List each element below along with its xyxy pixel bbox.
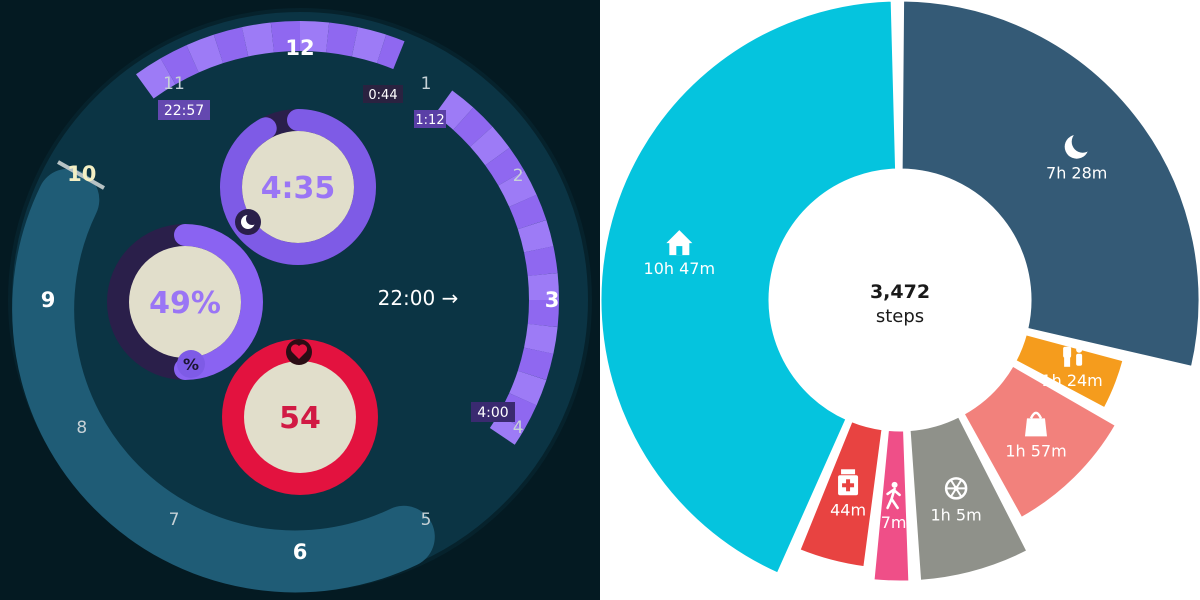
sleep-band-segment [241,22,275,57]
hour-numeral-7: 7 [169,510,180,530]
donut-segment-label: 7h 28m [1046,164,1107,183]
donut-segment-shopping-bag[interactable]: 1h 57m [961,363,1119,521]
donut-segment-wheel[interactable]: 1h 5m [907,414,1030,583]
percent-badge: % [183,355,199,374]
sleep-band-segment [517,219,554,253]
hour-numeral-9: 9 [41,288,56,312]
hour-numeral-11: 11 [163,74,185,94]
sleep-band-segment [160,45,199,85]
family-icon [1063,338,1083,367]
sleep-band-segment [509,370,547,406]
battery-progress-ring [174,224,263,380]
donut-segment-label: 7m [881,513,907,532]
hour-numeral-10: 10 [67,162,96,186]
battery-complication[interactable]: 49% % [107,224,263,380]
activity-arc [12,168,435,593]
sleep-band-segment [523,246,558,277]
donut-slice [907,414,1030,583]
hour-numeral-12: 12 [285,36,314,60]
sleep-band-segment [517,347,554,381]
sleep-band-segment [523,323,558,354]
donut-slice [961,363,1119,521]
tag-start-text: 22:57 [164,103,204,119]
sleep-band-segment [434,90,474,130]
shopping-bag-icon [1024,411,1047,437]
sleep-band-segment [351,27,387,64]
activity-donut-panel: 10h 47m 44m 7m 1h 5m 1h 57m 1h 24m 7h 28m 3,47… [600,0,1200,600]
tag-start: 22:57 [158,100,210,120]
tag-end-text: 4:00 [477,405,508,421]
sleep-band-segment [453,107,493,147]
heart-icon [286,339,312,365]
tag-t1: 1:12 [414,110,446,128]
sleep-band-segment [498,170,537,208]
tag-mid-text: 0:44 [368,88,397,103]
donut-slice [1013,332,1126,411]
sleep-progress-ring [220,109,376,265]
donut-slice [899,0,1200,369]
sleep-band-segment [489,414,525,445]
sleep-band-segment [325,22,359,57]
hour-numeral-3: 3 [545,288,560,312]
hour-numeral-4: 4 [513,418,524,438]
donut-slice [600,0,899,576]
sleep-band-segment [136,58,176,99]
sleep-value: 4:35 [261,171,336,206]
sleep-band-segment [270,20,301,53]
walking-icon [886,481,901,510]
donut-slice [871,427,912,584]
hour-numeral-1: 1 [421,74,432,94]
activity-donut-chart: 10h 47m 44m 7m 1h 5m 1h 57m 1h 24m 7h 28m 3,47… [600,0,1200,584]
hour-numeral-6: 6 [293,540,308,564]
hour-numeral-2: 2 [513,166,524,186]
sleep-band-segment [527,299,560,328]
wheel-icon [944,477,968,500]
sleep-band-segment [213,27,249,64]
donut-segment-label: 1h 5m [931,505,982,524]
sleep-band-segment [186,34,224,73]
steps-count: 3,472 [870,281,930,303]
heart-complication[interactable]: 54 [222,339,378,495]
sleep-band [136,20,560,445]
sleep-band-segment [299,20,330,53]
watch-panel: 12 1 2 3 4 5 6 7 8 9 10 11 22:57 0:44 1:12 4:00 22:… [0,0,600,600]
donut-segment-label: 1h 57m [1005,441,1066,460]
sleep-band-segment [509,194,547,230]
sleep-complication[interactable]: 4:35 [220,109,376,265]
center-time: 22:00 → [378,286,459,310]
start-tick [57,160,105,190]
medicine-icon [838,469,859,496]
sleep-band-segment [470,126,510,166]
donut-segment-label: 10h 47m [644,259,716,278]
moon-icon [235,209,261,235]
steps-label: steps [876,306,924,327]
home-icon [666,230,693,256]
hour-numeral-8: 8 [76,418,87,438]
tag-mid: 0:44 [363,85,403,103]
donut-segment-family[interactable]: 1h 24m [1013,332,1126,411]
donut-segment-walking[interactable]: 7m [871,427,912,584]
hour-numeral-5: 5 [421,510,432,530]
sleep-band-segment [485,147,525,186]
battery-value: 49% [149,286,221,321]
donut-segment-moon[interactable]: 7h 28m [899,0,1200,369]
tag-t1-text: 1:12 [415,113,444,128]
sleep-band-segment [376,34,405,70]
sleep-band-segment [527,272,560,301]
moon-icon [1064,130,1094,159]
donut-segment-medicine[interactable]: 44m [797,419,885,570]
donut-segment-label: 44m [830,500,866,519]
tag-end: 4:00 [471,402,515,422]
donut-segment-home[interactable]: 10h 47m [600,0,899,576]
heart-rate-value: 54 [279,401,321,436]
percent-icon [177,350,205,378]
donut-segment-label: 1h 24m [1041,371,1102,390]
